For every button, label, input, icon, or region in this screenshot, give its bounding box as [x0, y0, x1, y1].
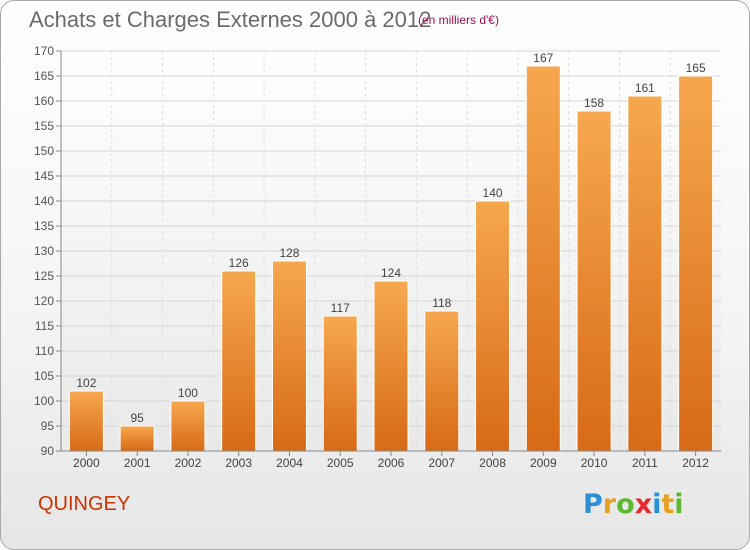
logo-letter: i	[652, 489, 662, 520]
data-label: 95	[130, 411, 144, 425]
data-label: 126	[229, 256, 249, 270]
x-tick-label: 2002	[175, 456, 202, 470]
x-tick-label: 2004	[276, 456, 303, 470]
bar-2010	[576, 110, 612, 452]
x-tick-label: 2005	[327, 456, 354, 470]
data-label: 140	[483, 186, 503, 200]
chart-title: Achats et Charges Externes 2000 à 2012	[29, 7, 432, 32]
y-tick-label: 140	[34, 194, 54, 208]
y-tick-label: 100	[34, 394, 54, 408]
y-tick-label: 130	[34, 244, 54, 258]
data-label: 102	[76, 376, 96, 390]
y-tick-label: 155	[34, 119, 54, 133]
y-tick-label: 150	[34, 144, 54, 158]
logo-letter: P	[583, 489, 603, 520]
y-tick-label: 90	[41, 444, 55, 458]
logo-letter: o	[616, 489, 635, 520]
x-tick-label: 2012	[682, 456, 709, 470]
data-label: 161	[635, 81, 655, 95]
x-tick-label: 2006	[378, 456, 405, 470]
data-label: 124	[381, 266, 401, 280]
bar-2009	[525, 65, 561, 452]
y-tick-label: 125	[34, 269, 54, 283]
data-label: 128	[279, 246, 299, 260]
y-tick-label: 110	[35, 344, 54, 358]
x-tick-label: 2011	[632, 456, 658, 470]
commune-name: QUINGEY	[38, 493, 131, 515]
bar-2005	[322, 315, 358, 452]
x-tick-label: 2010	[581, 456, 608, 470]
x-tick-label: 2003	[225, 456, 252, 470]
proxiti-logo: Proxiti	[583, 489, 684, 520]
x-tick-label: 2009	[530, 456, 557, 470]
data-label: 158	[584, 96, 604, 110]
x-tick-label: 2008	[479, 456, 506, 470]
y-tick-label: 120	[34, 294, 54, 308]
data-label: 117	[331, 301, 350, 315]
chart-subtitle: (en milliers d'€)	[418, 13, 499, 27]
y-tick-label: 170	[34, 44, 54, 58]
y-tick-label: 145	[34, 169, 54, 183]
x-tick-label: 2007	[428, 456, 455, 470]
y-tick-label: 115	[35, 319, 54, 333]
logo-letter: x	[634, 489, 653, 520]
bar-2012	[678, 75, 714, 452]
y-tick-label: 160	[34, 94, 54, 108]
data-label: 118	[432, 296, 451, 310]
bar-2001	[119, 425, 155, 452]
bar-2003	[221, 270, 257, 452]
logo-letter: i	[674, 489, 684, 520]
data-label: 100	[178, 386, 198, 400]
bar-2002	[170, 400, 206, 452]
bar-2011	[627, 95, 663, 452]
bar-2007	[424, 310, 460, 452]
logo-letter: r	[602, 489, 617, 520]
x-tick-label: 2001	[124, 456, 151, 470]
y-tick-label: 95	[41, 419, 55, 433]
data-label: 165	[686, 61, 706, 75]
y-tick-label: 135	[34, 219, 54, 233]
bar-2000	[68, 390, 104, 452]
logo-letter: t	[661, 489, 675, 520]
y-tick-label: 165	[34, 69, 54, 83]
y-tick-label: 105	[34, 369, 54, 383]
bar-2008	[475, 200, 511, 452]
x-tick-label: 2000	[73, 456, 100, 470]
data-label: 167	[533, 51, 553, 65]
bar-2004	[271, 260, 307, 452]
bar-2006	[373, 280, 409, 452]
